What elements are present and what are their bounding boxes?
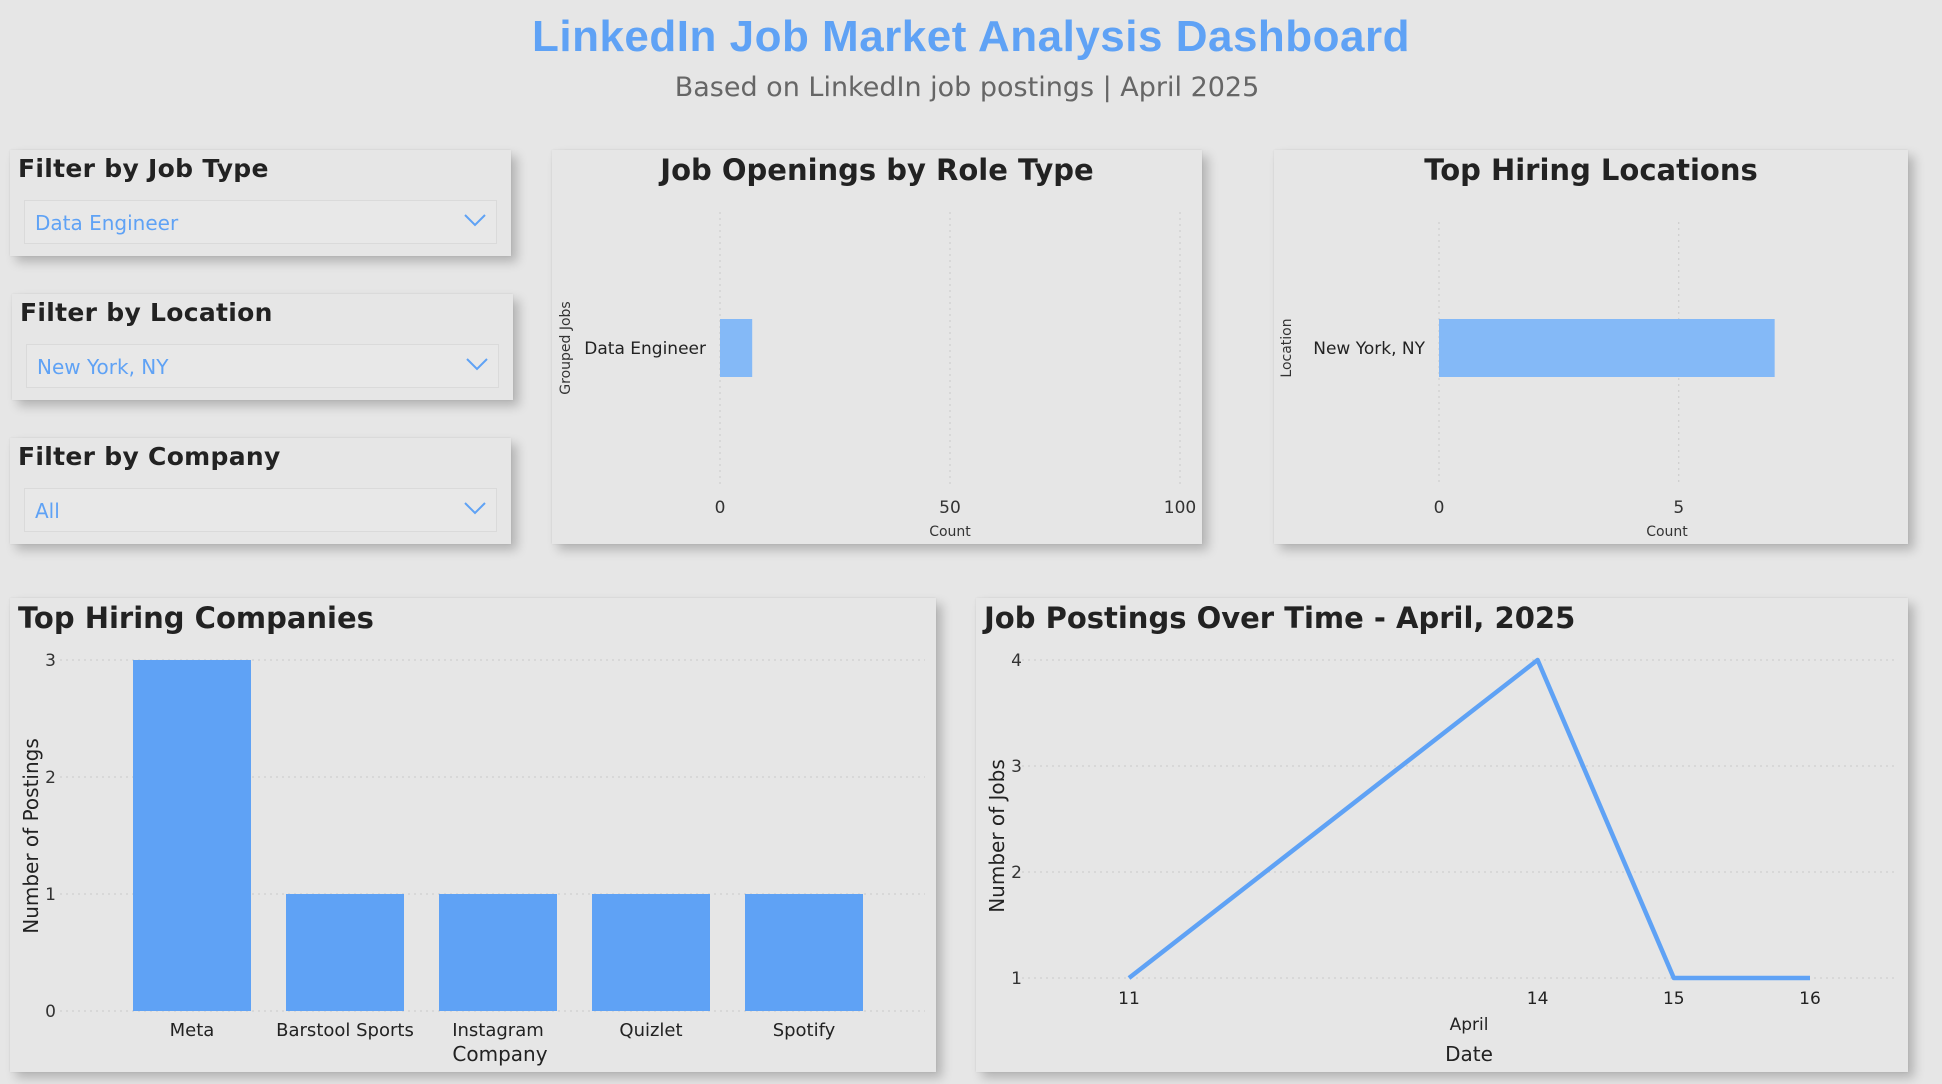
filter-label-job-type: Filter by Job Type [18, 154, 269, 183]
x-tick-label: Meta [170, 1020, 215, 1041]
y-axis-label: Number of Postings [19, 738, 43, 934]
bar [592, 894, 710, 1011]
x-tick-label: Barstool Sports [276, 1020, 414, 1041]
chart-title: Top Hiring Companies [18, 601, 374, 635]
job-type-value: Data Engineer [35, 211, 179, 235]
companies-chart: Top Hiring Companies 0 1 2 3 Meta Barstool Spo… [18, 601, 925, 1066]
chevron-down-icon [464, 502, 486, 515]
job-type-dropdown[interactable]: Data Engineer [24, 200, 497, 244]
x-tick-label: 5 [1673, 498, 1684, 518]
y-tick-label: 3 [45, 651, 56, 671]
x-axis-label: Company [452, 1042, 547, 1066]
x-tick-label: Spotify [773, 1020, 836, 1041]
x-tick-label: Instagram [452, 1020, 544, 1041]
role-type-chart: Job Openings by Role Type 0 50 100 Data Engi… [558, 153, 1196, 540]
locations-chart-card: Top Hiring Locations 0 5 New York, NY Count L… [1274, 150, 1908, 544]
bar [745, 894, 863, 1011]
company-dropdown[interactable]: All [24, 488, 497, 532]
chart-title: Job Postings Over Time - April, 2025 [982, 601, 1575, 635]
filter-label-location: Filter by Location [20, 298, 273, 327]
dashboard-subtitle: Based on LinkedIn job postings | April 2… [674, 72, 1260, 103]
dashboard-title: LinkedIn Job Market Analysis Dashboard [531, 12, 1411, 61]
y-tick-label: 2 [1011, 863, 1022, 883]
company-value: All [35, 499, 60, 523]
y-tick-label: 1 [1011, 969, 1022, 989]
locations-chart: Top Hiring Locations 0 5 New York, NY Count L… [1279, 153, 1775, 540]
bar [720, 319, 753, 377]
postings-over-time-card: Job Postings Over Time - April, 2025 1 2 3 4… [976, 598, 1908, 1072]
filter-card-company: Filter by Company All [10, 438, 511, 544]
location-value: New York, NY [37, 355, 169, 379]
x-tick-label: 11 [1118, 989, 1140, 1009]
bar [439, 894, 557, 1011]
location-dropdown[interactable]: New York, NY [26, 344, 499, 388]
chevron-down-icon [466, 358, 488, 371]
y-tick-label: 3 [1011, 757, 1022, 777]
x-tick-label: 0 [715, 498, 726, 518]
filter-card-job-type: Filter by Job Type Data Engineer [10, 150, 511, 256]
y-tick-label: New York, NY [1313, 339, 1425, 359]
x-tick-label: 100 [1164, 498, 1196, 518]
y-tick-label: 4 [1011, 651, 1022, 671]
y-tick-label: Data Engineer [584, 339, 706, 359]
y-tick-label: 0 [45, 1002, 56, 1022]
series-line [1127, 657, 1810, 981]
x-tick-label: 15 [1663, 989, 1685, 1009]
filter-card-location: Filter by Location New York, NY [12, 294, 513, 400]
companies-chart-card: Top Hiring Companies 0 1 2 3 Meta Barstool Spo… [10, 598, 936, 1072]
filter-label-company: Filter by Company [18, 442, 281, 471]
bar [286, 894, 404, 1011]
y-axis-label: Location [1279, 318, 1295, 377]
x-axis-label: Count [929, 524, 971, 540]
y-tick-label: 2 [45, 768, 56, 788]
chevron-down-icon [464, 214, 486, 227]
x-tick-label: Quizlet [619, 1020, 682, 1041]
x-tick-label: 14 [1527, 989, 1549, 1009]
bar [1439, 319, 1775, 377]
y-axis-label: Number of Jobs [985, 759, 1009, 913]
x-sublabel: April [1450, 1015, 1489, 1035]
postings-over-time-chart: Job Postings Over Time - April, 2025 1 2 3 4… [982, 601, 1894, 1066]
y-tick-label: 1 [45, 885, 56, 905]
x-tick-label: 50 [939, 498, 961, 518]
chart-title: Top Hiring Locations [1424, 153, 1757, 187]
role-type-chart-card: Job Openings by Role Type 0 50 100 Data Engi… [552, 150, 1202, 544]
x-tick-label: 16 [1799, 989, 1821, 1009]
x-tick-label: 0 [1434, 498, 1445, 518]
x-axis-label: Count [1646, 524, 1688, 540]
x-axis-label: Date [1445, 1042, 1493, 1066]
y-axis-label: Grouped Jobs [558, 301, 574, 394]
bar [133, 660, 251, 1011]
chart-title: Job Openings by Role Type [658, 153, 1093, 187]
